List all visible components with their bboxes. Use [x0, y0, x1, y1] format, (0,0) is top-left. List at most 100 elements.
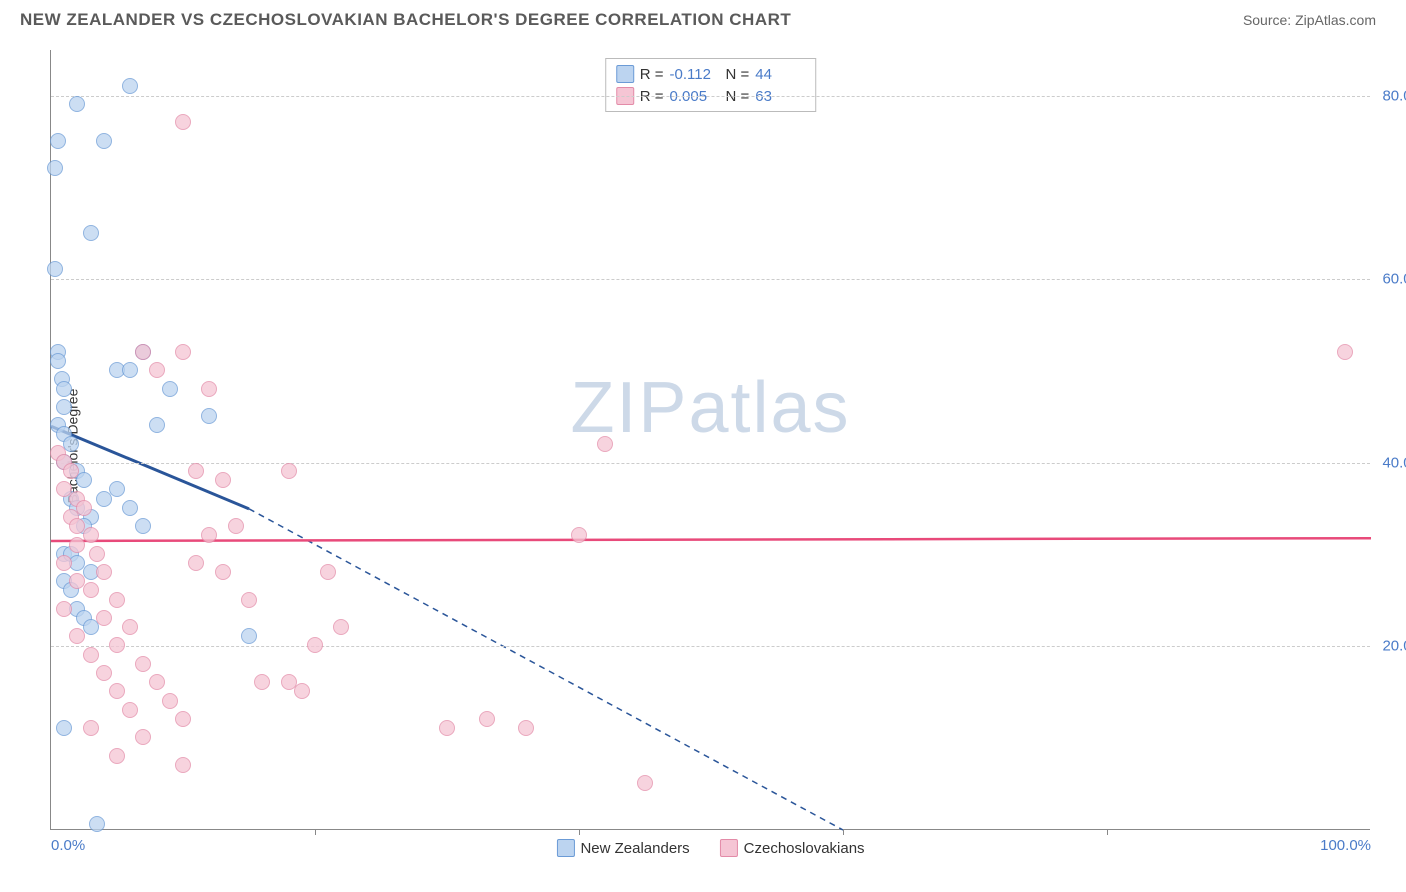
scatter-point	[109, 683, 125, 699]
scatter-point	[175, 757, 191, 773]
trend-line-solid	[51, 538, 1371, 541]
scatter-point	[56, 381, 72, 397]
scatter-point	[63, 436, 79, 452]
scatter-point	[109, 481, 125, 497]
scatter-point	[83, 582, 99, 598]
scatter-point	[597, 436, 613, 452]
scatter-point	[439, 720, 455, 736]
legend-n-value: 44	[755, 66, 805, 83]
scatter-point	[188, 555, 204, 571]
gridline-h	[51, 279, 1370, 280]
scatter-point	[149, 417, 165, 433]
scatter-point	[56, 601, 72, 617]
x-tick-mark	[315, 829, 316, 835]
scatter-point	[307, 637, 323, 653]
x-tick-mark	[1107, 829, 1108, 835]
scatter-point	[162, 381, 178, 397]
series-legend: New Zealanders Czechoslovakians	[556, 839, 864, 857]
scatter-point	[83, 647, 99, 663]
legend-label: New Zealanders	[580, 840, 689, 857]
scatter-point	[333, 619, 349, 635]
scatter-point	[109, 748, 125, 764]
legend-r-label: R =	[640, 66, 664, 83]
scatter-point	[96, 564, 112, 580]
scatter-point	[56, 555, 72, 571]
scatter-point	[201, 527, 217, 543]
scatter-point	[479, 711, 495, 727]
scatter-point	[122, 702, 138, 718]
scatter-point	[50, 133, 66, 149]
scatter-point	[50, 353, 66, 369]
y-tick-label: 60.0%	[1382, 271, 1406, 288]
legend-swatch	[616, 65, 634, 83]
legend-n-label: N =	[726, 66, 750, 83]
x-tick-label: 0.0%	[51, 837, 85, 854]
scatter-point	[69, 96, 85, 112]
scatter-point	[56, 399, 72, 415]
header: NEW ZEALANDER VS CZECHOSLOVAKIAN BACHELO…	[0, 0, 1406, 35]
scatter-point	[122, 619, 138, 635]
scatter-point	[47, 160, 63, 176]
trend-lines	[51, 50, 1371, 830]
scatter-point	[135, 729, 151, 745]
scatter-point	[96, 133, 112, 149]
scatter-point	[96, 665, 112, 681]
scatter-point	[281, 463, 297, 479]
scatter-point	[76, 500, 92, 516]
x-tick-label: 100.0%	[1320, 837, 1371, 854]
scatter-point	[56, 720, 72, 736]
scatter-point	[320, 564, 336, 580]
trend-line-dashed	[249, 509, 843, 830]
scatter-point	[215, 472, 231, 488]
scatter-point	[175, 114, 191, 130]
x-tick-mark	[579, 829, 580, 835]
scatter-point	[294, 683, 310, 699]
scatter-point	[135, 518, 151, 534]
scatter-point	[83, 527, 99, 543]
scatter-point	[76, 472, 92, 488]
correlation-legend: R =-0.112N =44R =0.005N =63	[605, 58, 817, 112]
scatter-point	[175, 711, 191, 727]
scatter-point	[188, 463, 204, 479]
scatter-point	[1337, 344, 1353, 360]
legend-swatch	[556, 839, 574, 857]
scatter-point	[63, 463, 79, 479]
legend-r-value: -0.112	[670, 66, 720, 83]
scatter-point	[518, 720, 534, 736]
scatter-point	[89, 816, 105, 832]
scatter-point	[162, 693, 178, 709]
scatter-point	[637, 775, 653, 791]
y-tick-label: 40.0%	[1382, 454, 1406, 471]
scatter-point	[201, 408, 217, 424]
scatter-point	[122, 78, 138, 94]
scatter-point	[149, 362, 165, 378]
source-attribution: Source: ZipAtlas.com	[1243, 12, 1376, 28]
scatter-point	[69, 537, 85, 553]
scatter-point	[109, 592, 125, 608]
scatter-point	[254, 674, 270, 690]
legend-item: New Zealanders	[556, 839, 689, 857]
legend-swatch	[720, 839, 738, 857]
scatter-point	[135, 344, 151, 360]
scatter-point	[571, 527, 587, 543]
gridline-h	[51, 96, 1370, 97]
legend-item: Czechoslovakians	[720, 839, 865, 857]
x-tick-mark	[843, 829, 844, 835]
scatter-point	[83, 225, 99, 241]
legend-label: Czechoslovakians	[744, 840, 865, 857]
y-tick-label: 20.0%	[1382, 638, 1406, 655]
scatter-point	[215, 564, 231, 580]
chart-title: NEW ZEALANDER VS CZECHOSLOVAKIAN BACHELO…	[20, 10, 791, 30]
scatter-point	[83, 720, 99, 736]
scatter-point	[96, 610, 112, 626]
scatter-point	[69, 628, 85, 644]
y-tick-label: 80.0%	[1382, 87, 1406, 104]
scatter-point	[228, 518, 244, 534]
scatter-point	[109, 637, 125, 653]
scatter-point	[122, 362, 138, 378]
scatter-point	[241, 592, 257, 608]
scatter-point	[175, 344, 191, 360]
scatter-point	[241, 628, 257, 644]
scatter-point	[135, 656, 151, 672]
scatter-point	[122, 500, 138, 516]
